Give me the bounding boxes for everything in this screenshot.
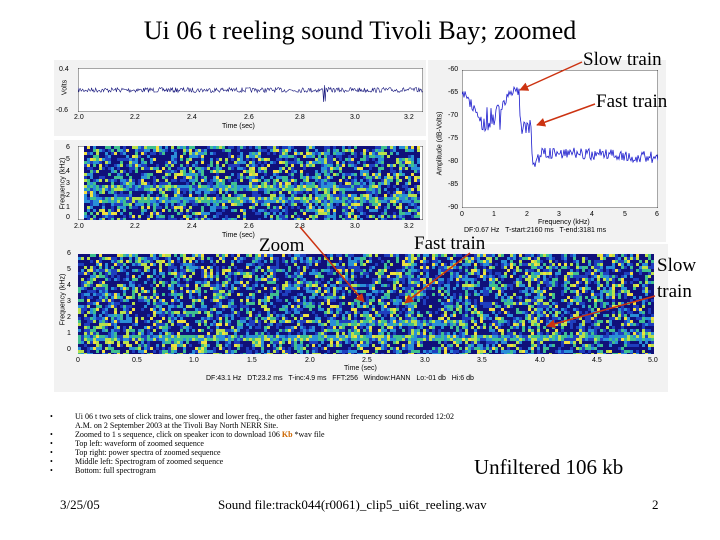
waveform-ylabel: Volts: [61, 79, 69, 96]
spectrogram-full-plot: [78, 254, 654, 354]
note-item: Middle left: Spectrogram of zoomed seque…: [50, 457, 470, 466]
power-spectrum-xtick: 5: [623, 211, 627, 218]
spectrogram-full-params: DF:43.1 Hz DT:23.2 ms T-inc:4.9 ms FFT:2…: [206, 375, 474, 382]
waveform-xtick: 2.8: [295, 114, 305, 121]
note-item: Top left: waveform of zoomed sequence: [50, 439, 470, 448]
note-item: Bottom: full spectrogram: [50, 466, 470, 475]
spectrogram-full-xtick: 1.5: [247, 357, 257, 364]
spectrogram-zoom-xtick: 3.2: [404, 223, 414, 230]
spectrogram-full-xtick: 5.0: [648, 357, 658, 364]
callout-slow-train-top: Slow train: [583, 49, 662, 70]
spectrogram-zoom-ytick: 6: [66, 144, 70, 151]
spectrogram-zoom-ytick: 4: [66, 168, 70, 175]
power-spectrum-xtick: 3: [557, 211, 561, 218]
spectrogram-zoom-xtick: 2.4: [187, 223, 197, 230]
spectrogram-zoom-xlabel: Time (sec): [222, 232, 255, 239]
note-kb-link[interactable]: Kb: [281, 430, 293, 439]
spectrogram-full-ytick: 1: [67, 330, 71, 337]
waveform-xtick: 2.2: [130, 114, 140, 121]
note-item-zoom: Zoomed to 1 s sequence, click on speaker…: [50, 430, 470, 439]
spectrogram-zoom-ytick: 3: [66, 180, 70, 187]
spectrogram-zoom-xtick: 3.0: [350, 223, 360, 230]
spectrogram-zoom-panel: Frequency (kHz) 6 5 4 3 2 1 0 2.0 2.2 2.…: [54, 140, 426, 244]
power-spectrum-ytick: -90: [448, 204, 459, 211]
power-spectrum-ytick: -60: [448, 66, 459, 73]
note-zoom-text: Zoomed to 1 s sequence, click on speaker…: [75, 430, 282, 439]
callout-slow-train-right-2: train: [657, 281, 692, 302]
spectrogram-full-xtick: 3.5: [477, 357, 487, 364]
power-spectrum-xtick: 4: [590, 211, 594, 218]
note-item: Ui 06 t two sets of click trains, one sl…: [50, 412, 470, 430]
spectrogram-full-xtick: 0: [76, 357, 80, 364]
waveform-ytick: 0.4: [59, 66, 69, 73]
power-spectrum-params: DF:0.67 Hz T-start:2160 ms T-end:3181 ms: [464, 227, 607, 234]
power-spectrum-ytick: -85: [448, 181, 459, 188]
waveform-xlabel: Time (sec): [222, 123, 255, 130]
notes-list: Ui 06 t two sets of click trains, one sl…: [50, 412, 470, 475]
callout-slow-train-right-1: Slow: [657, 255, 697, 276]
callout-fast-train-top: Fast train: [596, 91, 668, 112]
slide-date: 3/25/05: [60, 497, 100, 512]
spectrogram-zoom-plot: [78, 146, 423, 220]
power-spectrum-ylabel: Amplitude (dB-Volts): [436, 111, 444, 176]
spectrogram-zoom-xtick: 2.6: [244, 223, 254, 230]
power-spectrum-xlabel: Frequency (kHz): [538, 219, 590, 226]
unfiltered-label: Unfiltered 106 kb: [474, 455, 624, 479]
waveform-ytick: -0.6: [56, 107, 69, 114]
power-spectrum-ytick: -75: [448, 135, 459, 142]
slide-title: Ui 06 t reeling sound Tivoli Bay; zoomed: [143, 16, 577, 45]
spectrogram-zoom-ytick: 5: [66, 156, 70, 163]
power-spectrum-xtick: 2: [525, 211, 529, 218]
spectrogram-zoom-xtick: 2.8: [295, 223, 305, 230]
spectrogram-full-ytick: 0: [67, 346, 71, 353]
spectrogram-zoom-ytick: 0: [66, 214, 70, 221]
waveform-xtick: 3.0: [350, 114, 360, 121]
spectrogram-zoom-xtick: 2.0: [74, 223, 84, 230]
spectrogram-full-xtick: 4.0: [535, 357, 545, 364]
spectrogram-full-xtick: 2.0: [305, 357, 315, 364]
callout-zoom: Zoom: [259, 235, 305, 256]
spectrogram-full-panel: Frequency (kHz) 6 5 4 3 2 1 0 0 0.5 1.0 …: [54, 244, 668, 392]
power-spectrum-xtick: 1: [492, 211, 496, 218]
power-spectrum-plot: [462, 70, 658, 208]
page-number: 2: [652, 497, 659, 512]
spectrogram-full-ytick: 5: [67, 266, 71, 273]
spectrogram-full-xtick: 0.5: [132, 357, 142, 364]
note-item: Top right: power spectra of zoomed seque…: [50, 448, 470, 457]
power-spectrum-ytick: -80: [448, 158, 459, 165]
power-spectrum-ytick: -65: [448, 89, 459, 96]
spectrogram-full-xtick: 1.0: [189, 357, 199, 364]
spectrogram-full-ytick: 2: [67, 314, 71, 321]
waveform-xtick: 3.2: [404, 114, 414, 121]
waveform-plot: [78, 68, 423, 112]
waveform-panel: Volts 0.4 -0.6 2.0 2.2 2.4 2.6 2.8 3.0 3…: [54, 60, 426, 136]
spectrogram-zoom-ytick: 1: [66, 204, 70, 211]
power-spectrum-xtick: 6: [655, 211, 659, 218]
callout-fast-train-mid: Fast train: [414, 233, 486, 254]
spectrogram-zoom-xtick: 2.2: [130, 223, 140, 230]
sound-file-name: Sound file:track044(r0061)_clip5_ui6t_re…: [218, 497, 487, 512]
power-spectrum-panel: Amplitude (dB-Volts) -60 -65 -70 -75 -80…: [428, 60, 666, 242]
spectrogram-full-ytick: 3: [67, 298, 71, 305]
spectrogram-full-ylabel: Frequency (kHz): [59, 273, 67, 326]
waveform-xtick: 2.0: [74, 114, 84, 121]
spectrogram-full-ytick: 6: [67, 250, 71, 257]
power-spectrum-ytick: -70: [448, 112, 459, 119]
spectrogram-full-xtick: 4.5: [592, 357, 602, 364]
waveform-xtick: 2.6: [244, 114, 254, 121]
spectrogram-full-ytick: 4: [67, 282, 71, 289]
spectrogram-zoom-ytick: 2: [66, 192, 70, 199]
note-zoom-suffix: *wav file: [292, 430, 325, 439]
spectrogram-full-xtick: 2.5: [362, 357, 372, 364]
power-spectrum-xtick: 0: [460, 211, 464, 218]
waveform-xtick: 2.4: [187, 114, 197, 121]
spectrogram-full-xlabel: Time (sec): [344, 365, 377, 372]
spectrogram-full-xtick: 3.0: [420, 357, 430, 364]
